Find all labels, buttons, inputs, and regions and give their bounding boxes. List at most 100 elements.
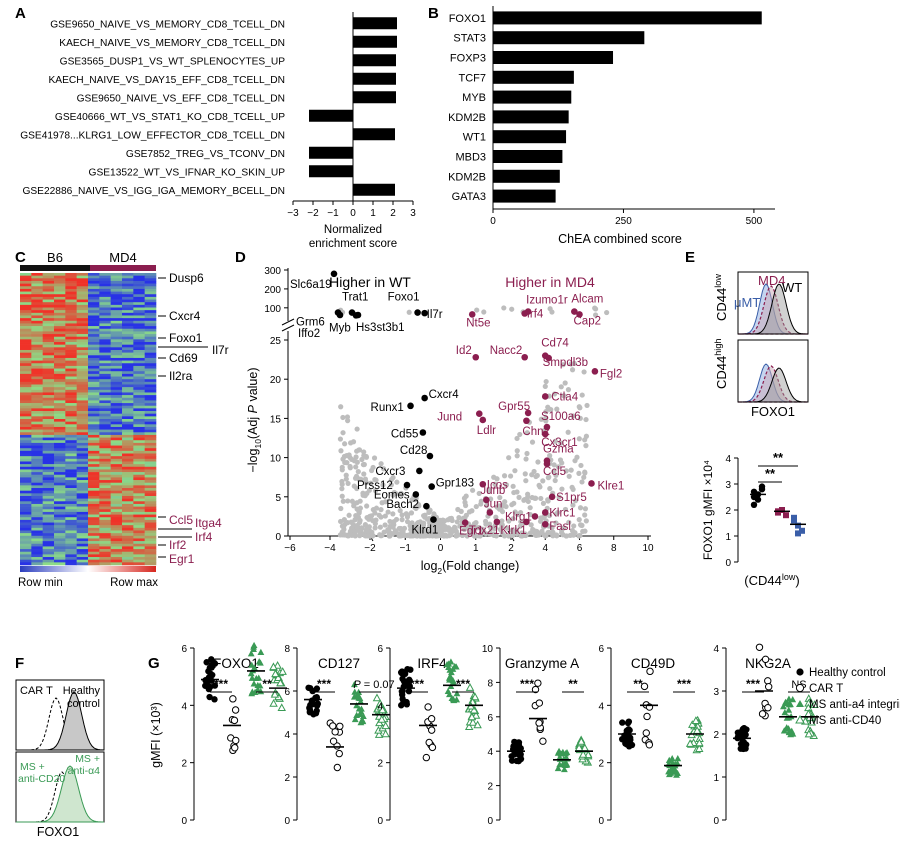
- volcano-point: [424, 532, 430, 538]
- heatmap-cell: [88, 312, 100, 316]
- volcano-wt-label: Cd28: [400, 445, 428, 457]
- heatmap-cell: [122, 530, 134, 534]
- volcano-point: [577, 415, 583, 421]
- heatmap-cell: [31, 286, 43, 290]
- panel-g-point-car-t: [329, 737, 338, 745]
- volcano-point: [359, 456, 365, 463]
- heatmap-group-label: MD4: [109, 250, 136, 265]
- heatmap-cell: [110, 368, 123, 372]
- heatmap-cell: [42, 485, 55, 489]
- heatmap-cell: [54, 464, 66, 468]
- heatmap-cell: [42, 477, 55, 481]
- panel-g-point-anti-a4: [445, 663, 452, 671]
- heatmap-cell: [88, 527, 100, 531]
- panel-g-point-anti-a4: [665, 756, 673, 763]
- heatmap-cell: [54, 405, 66, 409]
- volcano-point: [346, 512, 352, 518]
- heatmap-cell: [65, 549, 77, 553]
- heatmap-cell: [133, 501, 145, 505]
- heatmap-cell: [54, 472, 66, 476]
- heatmap-cell: [31, 440, 43, 444]
- heatmap-cell: [76, 517, 89, 521]
- volcano-point: [356, 447, 363, 453]
- volcano-point: [483, 521, 489, 527]
- heatmap-cell: [31, 273, 43, 276]
- heatmap-cell: [42, 453, 55, 457]
- heatmap-cell: [76, 530, 89, 534]
- volcano-point: [358, 476, 364, 482]
- heatmap-cell: [31, 490, 43, 494]
- heatmap-cell: [122, 448, 134, 452]
- volcano-point: [340, 498, 346, 504]
- heatmap-cell: [20, 421, 32, 425]
- heatmap-cell: [110, 342, 123, 345]
- panel-g-point-anti-cd40: [577, 736, 586, 745]
- volcano-point: [393, 491, 399, 497]
- heatmap-cell: [31, 522, 43, 526]
- heatmap-cell: [42, 347, 55, 351]
- panel-a-xlabel: enrichment score: [309, 238, 397, 250]
- heatmap-cell: [122, 320, 134, 324]
- volcano-point: [339, 467, 345, 473]
- panel-g-point-anti-a4: [248, 661, 256, 668]
- heatmap-cell: [42, 376, 55, 380]
- panel-g-point-anti-a4: [782, 698, 789, 705]
- panel-g-title: IRF4: [417, 656, 447, 671]
- heatmap-cell: [65, 392, 77, 396]
- heatmap-cell: [99, 458, 111, 462]
- volcano-point: [604, 309, 610, 316]
- volcano-y-tick-label: 25: [270, 336, 282, 347]
- heatmap-cell: [65, 480, 77, 484]
- heatmap-cell: [54, 549, 66, 553]
- heatmap-cell: [65, 302, 77, 306]
- heatmap-cell: [144, 273, 157, 276]
- volcano-md4-point: [545, 354, 552, 362]
- heatmap-cell: [65, 522, 77, 526]
- heatmap-cell: [54, 387, 66, 391]
- heatmap-cell: [20, 405, 32, 409]
- panel-g-point-anti-a4: [787, 700, 794, 708]
- heatmap-cell: [76, 275, 89, 279]
- heatmap-cell: [110, 453, 123, 457]
- panel-e-sig: **: [765, 466, 776, 481]
- heatmap-cell: [20, 381, 32, 385]
- heatmap-cell: [122, 373, 134, 377]
- heatmap-cell: [42, 538, 55, 542]
- panel-g-sig: P = 0.07: [353, 679, 394, 691]
- volcano-md4-point: [588, 480, 595, 487]
- heatmap-cell: [133, 336, 145, 340]
- heatmap-cell: [88, 405, 100, 409]
- heatmap-cell: [54, 392, 66, 396]
- heatmap-cell: [31, 344, 43, 348]
- heatmap-cell: [31, 416, 43, 420]
- volcano-point: [524, 430, 530, 436]
- panel-g-y-tick-label: 10: [482, 644, 494, 655]
- volcano-point: [557, 457, 564, 463]
- heatmap-cell: [88, 278, 100, 282]
- heatmap-cell: [122, 286, 134, 290]
- heatmap-cell: [88, 440, 100, 444]
- volcano-point: [582, 506, 589, 512]
- heatmap-cell: [54, 530, 66, 534]
- heatmap-cell: [122, 395, 134, 399]
- volcano-x-tick-label: −4: [324, 543, 336, 554]
- heatmap-cell: [99, 389, 111, 393]
- heatmap-cell: [31, 424, 43, 428]
- heatmap-cell: [65, 334, 77, 338]
- heatmap-cell: [133, 554, 145, 558]
- heatmap-cell: [65, 429, 77, 433]
- volcano-point: [408, 526, 414, 533]
- heatmap-cell: [110, 280, 123, 284]
- heatmap-cell: [76, 368, 89, 372]
- heatmap-cell: [54, 437, 66, 441]
- heatmap-cell: [31, 551, 43, 555]
- panel-a-bar: [353, 17, 397, 30]
- heatmap-cell: [144, 474, 157, 478]
- volcano-point: [570, 413, 576, 419]
- heatmap-cell: [133, 474, 145, 478]
- heatmap-cell: [88, 469, 100, 473]
- heatmap-cell: [99, 522, 111, 526]
- heatmap-cell: [31, 482, 43, 486]
- panel-g-legend-label: MS anti-a4 integrin: [809, 699, 900, 711]
- heatmap-cell: [144, 450, 157, 454]
